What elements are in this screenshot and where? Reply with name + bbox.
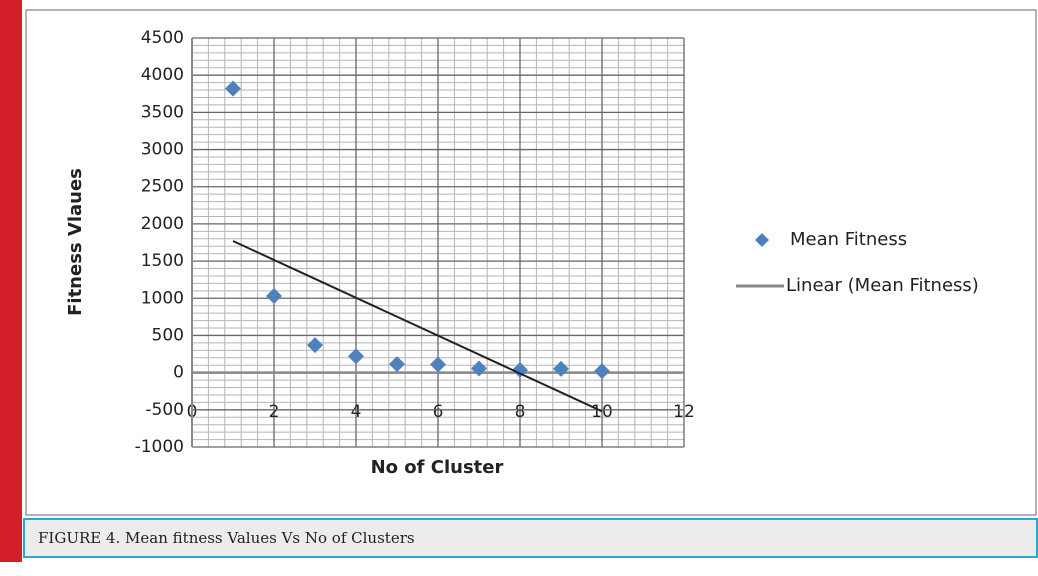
data-point bbox=[348, 348, 364, 365]
data-point bbox=[512, 362, 528, 379]
y-axis-title: Fitness Vlaues bbox=[65, 168, 86, 316]
data-point bbox=[225, 80, 241, 97]
x-tick-label: 12 bbox=[673, 402, 695, 422]
data-point bbox=[553, 360, 569, 377]
accent-bar bbox=[0, 0, 22, 562]
legend-marker bbox=[755, 233, 769, 247]
y-tick-label: 2500 bbox=[141, 177, 184, 197]
x-tick-label: 2 bbox=[269, 402, 280, 422]
caption-box bbox=[23, 518, 1038, 558]
y-tick-label: 1000 bbox=[141, 288, 184, 308]
y-tick-label: 2000 bbox=[141, 214, 184, 234]
legend-label: Mean Fitness bbox=[790, 229, 907, 250]
x-tick-label: 10 bbox=[591, 402, 613, 422]
data-point bbox=[389, 356, 405, 373]
data-point bbox=[471, 360, 487, 377]
y-tick-label: 1500 bbox=[141, 251, 184, 271]
chart-frame bbox=[25, 9, 1037, 516]
trendline bbox=[232, 240, 603, 413]
data-point bbox=[266, 288, 282, 305]
x-tick-label: 4 bbox=[351, 402, 362, 422]
x-axis-title: No of Cluster bbox=[371, 457, 504, 478]
x-tick-label: 6 bbox=[433, 402, 444, 422]
x-tick-label: 8 bbox=[515, 402, 526, 422]
y-tick-label: -1000 bbox=[135, 437, 184, 457]
data-point bbox=[594, 363, 610, 380]
caption: FIGURE 4. Mean fitness Values Vs No of C… bbox=[38, 529, 415, 547]
y-tick-label: 500 bbox=[152, 325, 184, 345]
legend-label: Linear (Mean Fitness) bbox=[786, 275, 979, 296]
y-tick-label: 4000 bbox=[141, 65, 184, 85]
data-point bbox=[307, 337, 323, 354]
y-tick-label: -500 bbox=[145, 400, 184, 420]
data-point bbox=[430, 356, 446, 373]
y-tick-label: 3000 bbox=[141, 140, 184, 160]
y-tick-label: 0 bbox=[173, 363, 184, 383]
y-tick-label: 4500 bbox=[141, 28, 184, 48]
y-tick-label: 3500 bbox=[141, 102, 184, 122]
